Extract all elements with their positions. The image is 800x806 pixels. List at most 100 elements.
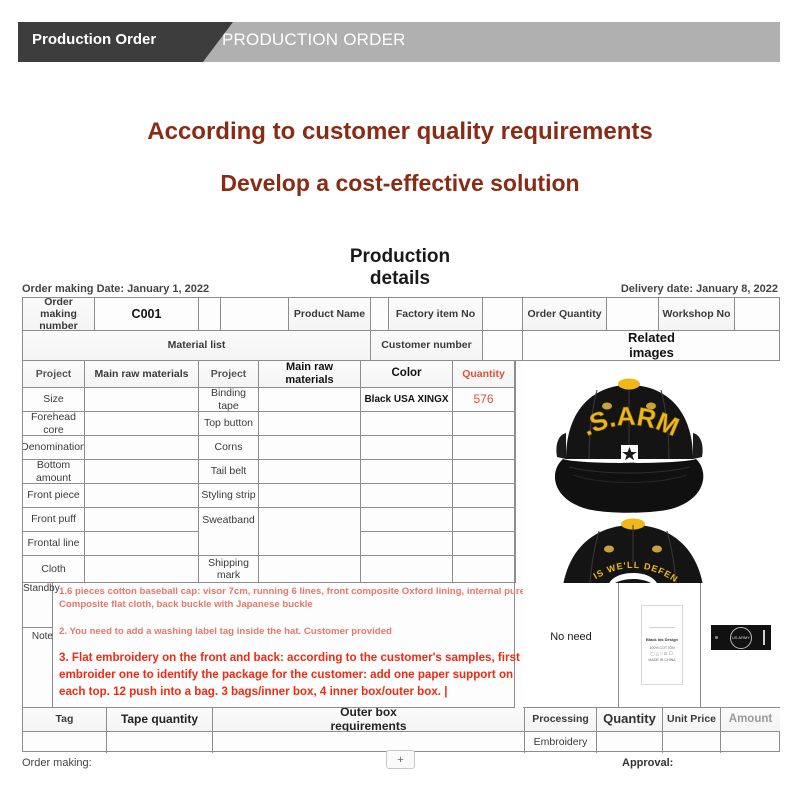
table-row-cell-project-left: Cloth bbox=[23, 556, 85, 583]
matheader-color: Color bbox=[361, 361, 453, 388]
table-row-cell-quantity[interactable]: 576 bbox=[453, 388, 515, 412]
table-row-cell-color[interactable] bbox=[361, 484, 453, 508]
section-title: Production details bbox=[349, 246, 451, 289]
hangtag-bar bbox=[763, 630, 765, 645]
table-row-cell-quantity[interactable] bbox=[453, 412, 515, 436]
table-row-cell-color[interactable]: Black USA XINGX bbox=[361, 388, 453, 412]
note-3-line-3: each top. 12 push into a bag. 3 bags/inn… bbox=[59, 685, 448, 698]
banner-bar-title: PRODUCTION ORDER bbox=[222, 30, 406, 49]
headline-primary: According to customer quality requiremen… bbox=[147, 118, 653, 145]
table-row-cell-material-right[interactable] bbox=[259, 508, 361, 532]
band-customer-number: Customer number bbox=[371, 331, 483, 361]
matheader-main-raw-left: Main raw materials bbox=[85, 361, 199, 388]
bottom-value-tape-quantity[interactable] bbox=[107, 732, 213, 753]
note-2: 2. You need to add a washing label tag i… bbox=[59, 626, 392, 637]
value-order-quantity[interactable] bbox=[607, 298, 659, 331]
table-row-cell-color[interactable] bbox=[361, 436, 453, 460]
note-3-line-1: 3. Flat embroidery on the front and back… bbox=[59, 651, 520, 664]
table-row-cell-color[interactable] bbox=[361, 532, 453, 556]
table-row-cell-quantity[interactable] bbox=[453, 556, 515, 583]
sample-hangtag-cell: US ARMY bbox=[701, 583, 780, 708]
note-3-line-2: embroider one to identify the package fo… bbox=[59, 668, 514, 681]
table-row-cell-color[interactable] bbox=[361, 460, 453, 484]
bottom-value-outer-box[interactable] bbox=[213, 732, 525, 753]
table-row-cell-quantity[interactable] bbox=[453, 436, 515, 460]
table-row-cell-material-right[interactable] bbox=[259, 484, 361, 508]
table-row-cell-color[interactable] bbox=[361, 508, 453, 532]
bottom-value-amount[interactable] bbox=[721, 732, 780, 753]
bottom-value-unit-price[interactable] bbox=[663, 732, 721, 753]
standby-label: Standby bbox=[23, 583, 60, 594]
table-row-cell-material-left[interactable] bbox=[85, 388, 199, 412]
bottom-value-processing: Embroidery bbox=[525, 732, 597, 753]
bottom-value-quantity[interactable] bbox=[597, 732, 663, 753]
table-row-cell-material-left[interactable] bbox=[85, 412, 199, 436]
header-factory-item-no: Factory item No bbox=[389, 298, 483, 331]
table-row-cell-material-right[interactable] bbox=[259, 388, 361, 412]
band-material-list: Material list bbox=[23, 331, 371, 361]
table-row-cell-project-left: Front piece bbox=[23, 484, 85, 508]
header-workshop-no: Workshop No bbox=[659, 298, 735, 331]
table-row-cell-material-left[interactable] bbox=[85, 460, 199, 484]
table-row-cell-material-right[interactable] bbox=[259, 460, 361, 484]
table-row-cell-color[interactable] bbox=[361, 412, 453, 436]
material-block-divider bbox=[515, 361, 516, 583]
header-order-making-number: Order making number bbox=[23, 298, 95, 331]
table-row-cell-project-right: Sweatband bbox=[199, 508, 259, 532]
value-blank-1[interactable] bbox=[221, 298, 289, 331]
table-row-cell-material-left[interactable] bbox=[85, 508, 199, 532]
value-product-name[interactable] bbox=[371, 298, 389, 331]
bottom-header-amount: Amount bbox=[721, 708, 780, 732]
table-row-cell-material-right[interactable] bbox=[259, 556, 361, 583]
table-row-cell-project-left: Bottom amount bbox=[23, 460, 85, 484]
bottom-value-tag[interactable] bbox=[23, 732, 107, 753]
table-row-cell-material-left[interactable] bbox=[85, 556, 199, 583]
care-label-symbols: ▢△○⊙☐ bbox=[650, 651, 674, 657]
table-row-cell-color[interactable] bbox=[361, 556, 453, 583]
table-row-cell-project-left: Forehead core bbox=[23, 412, 85, 436]
tab-production-order-label: Production Order bbox=[32, 31, 157, 48]
note-1-line-2: Composite flat cloth, back buckle with J… bbox=[59, 599, 313, 610]
header-product-name: Product Name bbox=[289, 298, 371, 331]
table-row-cell-project-right: Corns bbox=[199, 436, 259, 460]
no-need-label: No need bbox=[550, 631, 592, 643]
table-row-cell-project-right: Binding tape bbox=[199, 388, 259, 412]
hangtag-image: US ARMY bbox=[711, 625, 771, 650]
production-order-sheet: Order making number C001 Product Name Fa… bbox=[22, 297, 780, 753]
table-row-cell-material-right[interactable] bbox=[259, 436, 361, 460]
delivery-date: Delivery date: January 8, 2022 bbox=[620, 283, 778, 295]
table-row-cell-quantity[interactable] bbox=[453, 508, 515, 532]
table-row-cell-project-right bbox=[199, 532, 259, 556]
value-factory-item-no[interactable] bbox=[483, 298, 523, 331]
table-row-cell-project-left: Front puff bbox=[23, 508, 85, 532]
hangtag-punch-hole bbox=[715, 636, 718, 639]
cap-front-image: U.S.ARMY U.S.ARMY bbox=[523, 363, 704, 513]
note-label: Note bbox=[31, 631, 53, 642]
table-row-cell-material-right[interactable] bbox=[259, 412, 361, 436]
value-workshop-no[interactable] bbox=[735, 298, 780, 331]
notes-content-cell[interactable] bbox=[53, 583, 515, 708]
bottom-header-processing: Processing bbox=[525, 708, 597, 732]
standby-label-cell bbox=[23, 583, 53, 628]
table-row-cell-quantity[interactable] bbox=[453, 532, 515, 556]
bottom-header-unit-price: Unit Price bbox=[663, 708, 721, 732]
add-row-button[interactable]: + bbox=[386, 750, 415, 769]
table-row-cell-project-right: Top button bbox=[199, 412, 259, 436]
matheader-project-right: Project bbox=[199, 361, 259, 388]
tab-production-order[interactable] bbox=[18, 22, 233, 62]
table-row-cell-material-left[interactable] bbox=[85, 532, 199, 556]
value-order-making-number[interactable]: C001 bbox=[95, 298, 199, 331]
matheader-quantity: Quantity bbox=[453, 361, 515, 388]
bottom-header-quantity: Quantity bbox=[597, 708, 663, 732]
bottom-header-outer-box-requirements: Outer box requirements bbox=[213, 708, 525, 732]
care-label-brand: Black Ink Design bbox=[645, 636, 678, 642]
care-label-line-2: MADE IN CHINA bbox=[648, 657, 676, 662]
bottom-header-tape-quantity: Tape quantity bbox=[107, 708, 213, 732]
matheader-project-left: Project bbox=[23, 361, 85, 388]
table-row-cell-quantity[interactable] bbox=[453, 484, 515, 508]
table-row-cell-quantity[interactable] bbox=[453, 460, 515, 484]
table-row-cell-material-right[interactable] bbox=[259, 532, 361, 556]
table-row-cell-material-left[interactable] bbox=[85, 436, 199, 460]
table-row-cell-material-left[interactable] bbox=[85, 484, 199, 508]
value-customer-number[interactable] bbox=[483, 331, 523, 361]
